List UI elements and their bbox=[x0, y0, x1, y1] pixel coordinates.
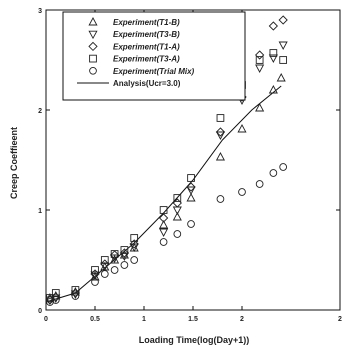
data-point-circle bbox=[269, 169, 278, 177]
data-point-square bbox=[159, 206, 168, 214]
data-point-triangle-down bbox=[110, 254, 120, 263]
data-point-circle bbox=[173, 230, 182, 238]
data-point-diamond bbox=[129, 239, 139, 249]
data-point-diamond bbox=[119, 248, 130, 258]
data-point-square bbox=[91, 266, 99, 274]
data-point-triangle-up bbox=[237, 124, 247, 133]
series-diamond bbox=[45, 15, 288, 305]
data-point-diamond bbox=[109, 250, 120, 260]
series-triangle-up bbox=[45, 73, 286, 302]
y-tick-label: 0 bbox=[38, 308, 42, 315]
legend-box bbox=[62, 11, 246, 101]
data-point-triangle-up bbox=[159, 220, 169, 229]
data-point-square bbox=[216, 114, 225, 122]
data-point-triangle-up bbox=[186, 193, 196, 202]
data-point-triangle-up bbox=[276, 73, 286, 82]
data-point-triangle-up bbox=[172, 212, 182, 221]
data-points bbox=[45, 15, 288, 306]
data-point-square bbox=[187, 174, 195, 182]
legend-label: Experiment(Trial Mix) bbox=[113, 67, 195, 76]
analysis-line bbox=[45, 85, 282, 303]
y-tick-label: 1 bbox=[38, 208, 42, 215]
legend-label: Experiment(T1-A) bbox=[113, 42, 180, 51]
data-point-diamond bbox=[268, 21, 278, 31]
legend-label: Analysis(Ucr=3.0) bbox=[113, 79, 181, 88]
data-point-triangle-down bbox=[129, 243, 139, 252]
data-point-square bbox=[269, 49, 278, 57]
data-point-circle bbox=[100, 270, 109, 278]
x-tick-label: 2 bbox=[338, 316, 342, 323]
data-point-square bbox=[100, 256, 109, 264]
legend-label: Experiment(T1-B) bbox=[113, 18, 180, 27]
data-point-diamond bbox=[215, 127, 226, 137]
y-tick-label: 2 bbox=[38, 108, 42, 115]
data-point-square bbox=[255, 56, 264, 64]
data-point-triangle-down bbox=[45, 296, 55, 305]
x-tick-label: 0.5 bbox=[90, 316, 100, 323]
data-point-circle bbox=[279, 163, 288, 171]
data-point-diamond bbox=[100, 259, 110, 269]
data-point-circle bbox=[91, 278, 99, 286]
data-point-triangle-down bbox=[278, 41, 288, 50]
data-point-diamond bbox=[278, 15, 288, 25]
legend-marker-diamond bbox=[88, 41, 98, 52]
data-point-triangle-down bbox=[255, 64, 265, 73]
data-point-diamond bbox=[90, 269, 100, 279]
data-point-triangle-up bbox=[215, 152, 225, 161]
data-point-triangle-up bbox=[110, 255, 120, 264]
data-point-diamond bbox=[70, 288, 81, 298]
data-point-triangle-down bbox=[268, 54, 278, 63]
data-point-circle bbox=[71, 292, 80, 300]
data-point-square bbox=[130, 234, 139, 242]
y-axis-label: Creep Coeffieent bbox=[9, 127, 19, 199]
data-point-square bbox=[279, 56, 288, 64]
legend-marker-triangle-down bbox=[88, 30, 98, 40]
data-point-triangle-up bbox=[268, 85, 278, 94]
data-point-triangle-down bbox=[100, 262, 110, 271]
legend-label: Experiment(T3-A) bbox=[113, 55, 180, 64]
data-point-circle bbox=[51, 296, 60, 304]
data-point-circle bbox=[120, 261, 129, 269]
legend-marker-triangle-up bbox=[88, 17, 98, 26]
data-point-circle bbox=[216, 195, 225, 203]
data-point-diamond bbox=[186, 182, 196, 192]
data-point-circle bbox=[255, 180, 264, 188]
data-point-diamond bbox=[255, 50, 265, 60]
legend-marker-circle bbox=[89, 66, 97, 75]
data-point-circle bbox=[110, 266, 119, 274]
x-tick-label: 1.5 bbox=[188, 316, 198, 323]
data-point-circle bbox=[238, 188, 246, 196]
x-axis-label: Loading Time(log(Day+1)) bbox=[139, 335, 250, 345]
data-point-square bbox=[173, 194, 182, 202]
legend-label: Experiment(T3-B) bbox=[113, 30, 180, 39]
data-point-square bbox=[110, 250, 119, 258]
data-point-diamond bbox=[158, 213, 169, 223]
legend-marker-square bbox=[89, 54, 97, 63]
x-tick-label: 0 bbox=[44, 316, 48, 323]
data-point-triangle-down bbox=[215, 131, 225, 140]
legend: Experiment(T1-B) Experiment(T3-B) Experime… bbox=[62, 11, 246, 101]
data-point-triangle-up bbox=[255, 103, 265, 112]
tick-labels: 0 0.5 1 1.5 2 2 0 1 2 3 bbox=[38, 8, 342, 323]
data-point-square bbox=[71, 286, 80, 294]
data-point-triangle-up bbox=[100, 262, 110, 271]
analysis-line-layer bbox=[45, 85, 282, 303]
series-circle bbox=[46, 163, 288, 306]
data-point-circle bbox=[159, 238, 168, 246]
data-point-circle bbox=[187, 220, 195, 228]
x-tick-label: 1 bbox=[142, 316, 146, 323]
y-tick-label: 3 bbox=[38, 8, 42, 15]
data-point-triangle-down bbox=[186, 186, 196, 195]
x-tick-label: 2 bbox=[240, 316, 244, 323]
data-point-circle bbox=[130, 256, 139, 264]
data-point-triangle-down bbox=[159, 228, 169, 237]
data-point-square bbox=[120, 246, 129, 254]
